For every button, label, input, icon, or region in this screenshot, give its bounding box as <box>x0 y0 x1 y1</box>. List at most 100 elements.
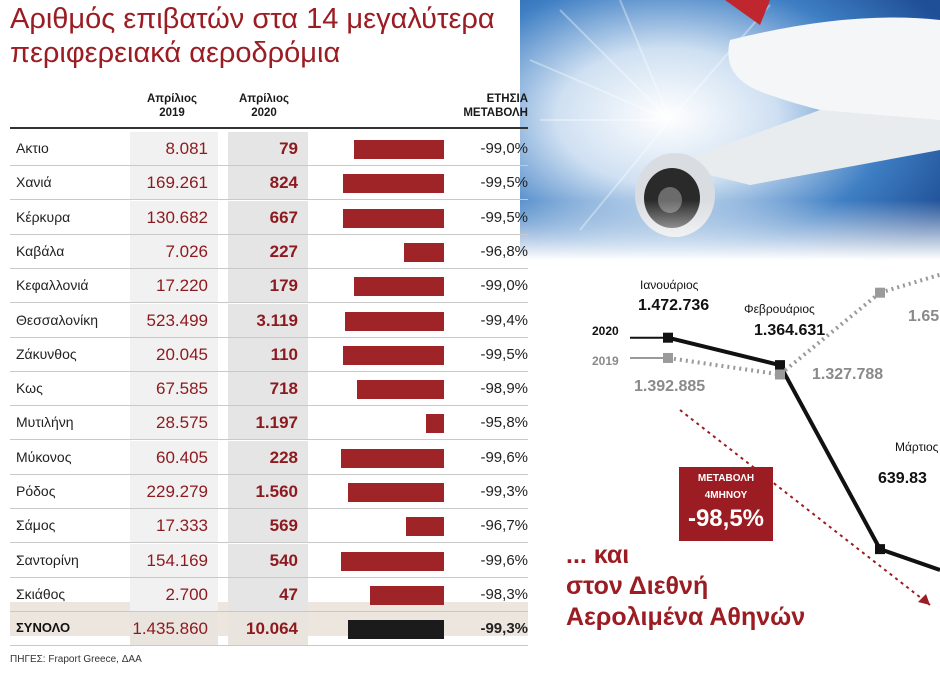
airport-name: Κεφαλλονιά <box>16 277 89 294</box>
change-bar <box>356 380 444 400</box>
airport-name: Χανιά <box>16 174 52 191</box>
passengers-2020: 47 <box>228 577 308 612</box>
annual-change: -99,0% <box>480 277 528 295</box>
row-divider <box>10 576 528 578</box>
passengers-2020: 1.197 <box>228 406 308 441</box>
passengers-2019: 67.585 <box>130 372 218 407</box>
airport-name: Μυτιλήνη <box>16 414 74 431</box>
row-divider <box>10 508 528 509</box>
change-bar <box>347 483 444 502</box>
airplane-photo <box>520 0 940 260</box>
value-2020-jan: 1.472.736 <box>638 297 710 314</box>
passengers-2020: 228 <box>228 440 308 475</box>
table-row: Μύκονος 60.405 228 -99,6% <box>10 440 528 475</box>
passengers-2019: 2.700 <box>130 577 218 612</box>
passengers-2020: 227 <box>228 234 308 269</box>
airport-name: Καβάλα <box>16 242 65 259</box>
series-line-2019-tail <box>879 272 940 295</box>
passengers-2019: 7.026 <box>130 234 218 269</box>
point-2020-1 <box>775 360 785 371</box>
passengers-2019: 1.435.860 <box>130 612 218 647</box>
annual-change: -99,5% <box>480 208 528 226</box>
passengers-2019: 523.499 <box>130 303 218 338</box>
annual-change: -99,6% <box>480 448 528 466</box>
annual-change: -99,4% <box>480 311 528 329</box>
passengers-2020: 824 <box>228 166 308 201</box>
legend-label-2020: 2020 <box>592 323 619 338</box>
annual-change: -99,5% <box>480 345 528 363</box>
annual-change: -98,9% <box>480 380 528 398</box>
passengers-2019: 28.575 <box>130 406 218 441</box>
passengers-2019: 20.045 <box>130 337 218 372</box>
row-divider <box>10 610 528 612</box>
row-divider <box>10 267 528 269</box>
value-2019-jan: 1.392.885 <box>634 378 706 395</box>
table-row: Σάμος 17.333 569 -96,7% <box>10 509 528 544</box>
value-2019-feb: 1.327.788 <box>812 366 884 383</box>
month-label-feb: Φεβρουάριος <box>744 302 815 316</box>
passengers-2020: 718 <box>228 372 308 407</box>
table-row: Θεσσαλονίκη 523.499 3.119 -99,4% <box>10 303 528 338</box>
passengers-2019: 17.220 <box>130 269 218 304</box>
total-row: ΣΥΝΟΛΟ 1.435.860 10.064 -99,3% <box>10 612 528 647</box>
row-divider <box>10 199 528 201</box>
change-bar <box>403 242 444 262</box>
table-row: Μυτιλήνη 28.575 1.197 -95,8% <box>10 406 528 441</box>
table-row: Χανιά 169.261 824 -99,5% <box>10 166 528 201</box>
change-bar <box>343 345 444 365</box>
annual-change: -98,3% <box>480 585 528 603</box>
row-divider <box>10 645 528 647</box>
airport-name: Μύκονος <box>16 448 72 465</box>
change-bar <box>345 311 444 331</box>
passengers-2019: 169.261 <box>130 166 218 201</box>
row-divider <box>10 233 528 235</box>
legend-label-2019: 2019 <box>592 353 619 368</box>
month-label-jan: Ιανουάριος <box>640 278 699 292</box>
table-row: Ακτιο 8.081 79 -99,0% <box>10 132 528 166</box>
value-2020-mar: 639.83 <box>878 470 927 487</box>
passengers-2020: 79 <box>228 132 308 166</box>
point-2019-2 <box>875 287 885 298</box>
passengers-2020: 3.119 <box>228 303 308 338</box>
point-2020-2 <box>875 544 885 555</box>
passengers-2020: 540 <box>228 543 308 578</box>
header-divider <box>10 127 528 129</box>
airport-name: Θεσσαλονίκη <box>16 311 98 328</box>
header-change: ΕΤΗΣΙΑ ΜΕΤΑΒΟΛΗ <box>463 93 528 119</box>
row-divider <box>10 439 528 441</box>
change-bar <box>347 620 444 640</box>
table-row: Καβάλα 7.026 227 -96,8% <box>10 234 528 269</box>
change-bar <box>340 551 444 571</box>
row-divider <box>10 302 528 304</box>
passengers-2019: 229.279 <box>130 475 218 509</box>
annual-change: -99,6% <box>480 551 528 569</box>
header-2019: Απρίλιος 2019 <box>146 93 197 119</box>
series-line-2019 <box>667 291 882 377</box>
row-divider <box>10 370 528 372</box>
change-bar <box>340 448 444 468</box>
passengers-2020: 179 <box>228 269 308 304</box>
table-row: Ρόδος 229.279 1.560 -99,3% <box>10 475 528 509</box>
table-row: Κεφαλλονιά 17.220 179 -99,0% <box>10 269 528 304</box>
row-divider <box>10 473 528 475</box>
airport-name: Κέρκυρα <box>16 208 71 225</box>
passengers-2019: 8.081 <box>130 132 218 166</box>
passengers-2019: 154.169 <box>130 543 218 578</box>
table-row: Σκιάθος 2.700 47 -98,3% <box>10 577 528 612</box>
arrow-head <box>918 594 930 605</box>
airport-name: Ζάκυνθος <box>16 345 77 362</box>
passengers-2019: 60.405 <box>130 440 218 475</box>
table-row: Σαντορίνη 154.169 540 -99,6% <box>10 543 528 578</box>
passengers-2020: 10.064 <box>228 612 308 647</box>
table-row: Κέρκυρα 130.682 667 -99,5% <box>10 200 528 235</box>
annual-change: -99,3% <box>480 483 528 500</box>
airport-name: ΣΥΝΟΛΟ <box>16 620 71 636</box>
change-bar <box>354 140 444 159</box>
source-note: ΠΗΓΕΣ: Fraport Greece, ΔΑΑ <box>10 654 142 665</box>
airport-name: Ρόδος <box>16 483 56 499</box>
annual-change: -96,8% <box>480 242 528 260</box>
passengers-2020: 569 <box>228 509 308 544</box>
change-bar <box>343 208 444 228</box>
table-row: Κως 67.585 718 -98,9% <box>10 372 528 407</box>
annual-change: -99,5% <box>480 174 528 192</box>
